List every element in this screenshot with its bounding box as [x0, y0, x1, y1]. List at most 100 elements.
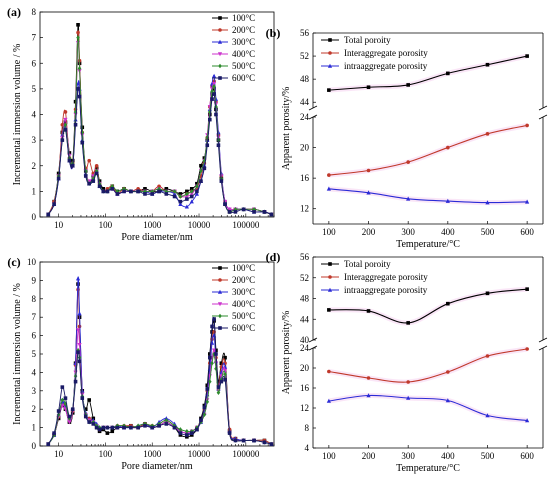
data-point	[63, 110, 68, 114]
data-point	[87, 158, 91, 163]
data-point	[525, 199, 530, 204]
legend: 100°C 200°C 300°C 400°C 500°C 600°C	[212, 13, 255, 83]
data-point	[184, 204, 189, 209]
data-point	[76, 35, 80, 40]
data-point	[208, 117, 212, 122]
data-point	[199, 418, 203, 423]
series-glow	[328, 392, 528, 423]
legend-marker	[218, 16, 222, 20]
legend-marker	[218, 28, 222, 32]
x-tick-label: 300	[401, 451, 415, 461]
data-point	[210, 324, 214, 329]
x-axis-label: Pore diameter/nm	[121, 232, 193, 243]
data-point	[216, 143, 221, 148]
data-point	[202, 405, 207, 410]
data-point	[75, 328, 81, 333]
legend-marker	[218, 278, 222, 282]
data-point	[105, 431, 110, 435]
x-tick-label: 100	[322, 451, 336, 461]
y-tick-label: 8	[305, 423, 310, 433]
y-tick-label: 7	[32, 33, 37, 43]
x-tick-label: 100000	[232, 220, 260, 230]
data-point	[227, 431, 232, 435]
x-axis-label: Temperature/°C	[396, 239, 460, 250]
legend-label: 600°C	[232, 323, 255, 333]
data-point	[105, 425, 110, 430]
data-point	[129, 189, 133, 194]
data-point	[164, 192, 169, 196]
data-point	[227, 207, 232, 212]
y-tick-label: 56	[300, 252, 310, 262]
data-point	[63, 122, 68, 128]
data-point	[212, 84, 216, 89]
x-tick-label: 500	[481, 451, 495, 461]
x-tick-label: 300	[401, 227, 415, 237]
data-point	[406, 83, 410, 87]
data-point	[366, 376, 371, 380]
x-tick-label: 200	[362, 451, 376, 461]
data-point	[87, 398, 91, 402]
legend-marker	[218, 266, 222, 270]
data-point	[223, 202, 227, 206]
data-point	[94, 171, 99, 176]
legend-label: 200°C	[232, 275, 255, 285]
legend: Total poroity Interaggregate porosity intr…	[321, 259, 428, 295]
legend-label: 400°C	[232, 299, 255, 309]
data-point	[202, 412, 207, 418]
data-point	[77, 311, 82, 316]
data-point	[110, 187, 115, 191]
series-line	[328, 55, 528, 91]
data-point	[91, 422, 96, 426]
legend-marker	[218, 326, 222, 330]
data-point	[216, 390, 221, 395]
data-point	[199, 419, 203, 425]
y-tick-label: 4	[32, 110, 37, 120]
data-point	[73, 379, 78, 384]
data-point	[208, 379, 212, 384]
data-point	[189, 199, 194, 204]
data-point	[199, 163, 203, 168]
data-point	[91, 419, 96, 425]
data-point	[129, 425, 133, 430]
y-tick-label: 48	[300, 294, 310, 304]
x-tick-label: 100	[99, 449, 113, 459]
data-point	[219, 361, 224, 365]
axis-break-mark	[538, 345, 548, 351]
data-point	[46, 442, 51, 446]
data-point	[446, 370, 450, 374]
y-tick-label: 12	[300, 204, 309, 214]
data-point	[212, 73, 217, 78]
data-point	[52, 432, 56, 438]
data-point	[327, 308, 331, 312]
data-point	[366, 393, 371, 398]
data-point	[446, 71, 450, 76]
data-point	[143, 187, 147, 191]
legend-label: 300°C	[232, 37, 255, 47]
legend-marker	[327, 63, 333, 68]
data-point	[219, 179, 224, 183]
data-point	[212, 348, 217, 353]
y-axis-label: Apparent porosity/%	[281, 311, 292, 395]
y-tick-label: 44	[300, 314, 310, 324]
data-point	[150, 425, 155, 430]
data-point	[485, 354, 490, 358]
data-point	[210, 360, 214, 366]
legend-label: 300°C	[232, 287, 255, 297]
series-group	[46, 23, 274, 217]
y-tick-label: 44	[300, 97, 310, 107]
data-point	[91, 179, 96, 183]
data-point	[214, 352, 218, 356]
data-point	[101, 187, 106, 191]
data-point	[70, 163, 75, 168]
x-tick-label: 200	[362, 227, 376, 237]
data-point	[94, 166, 99, 171]
y-tick-label: 20	[300, 143, 310, 153]
data-point	[122, 189, 126, 194]
data-point	[189, 433, 194, 437]
data-point	[219, 379, 224, 384]
data-point	[262, 440, 267, 445]
y-tick-label: 2	[32, 404, 37, 414]
x-tick-label: 100	[99, 220, 113, 230]
data-point	[195, 183, 199, 189]
legend-marker	[217, 302, 223, 307]
